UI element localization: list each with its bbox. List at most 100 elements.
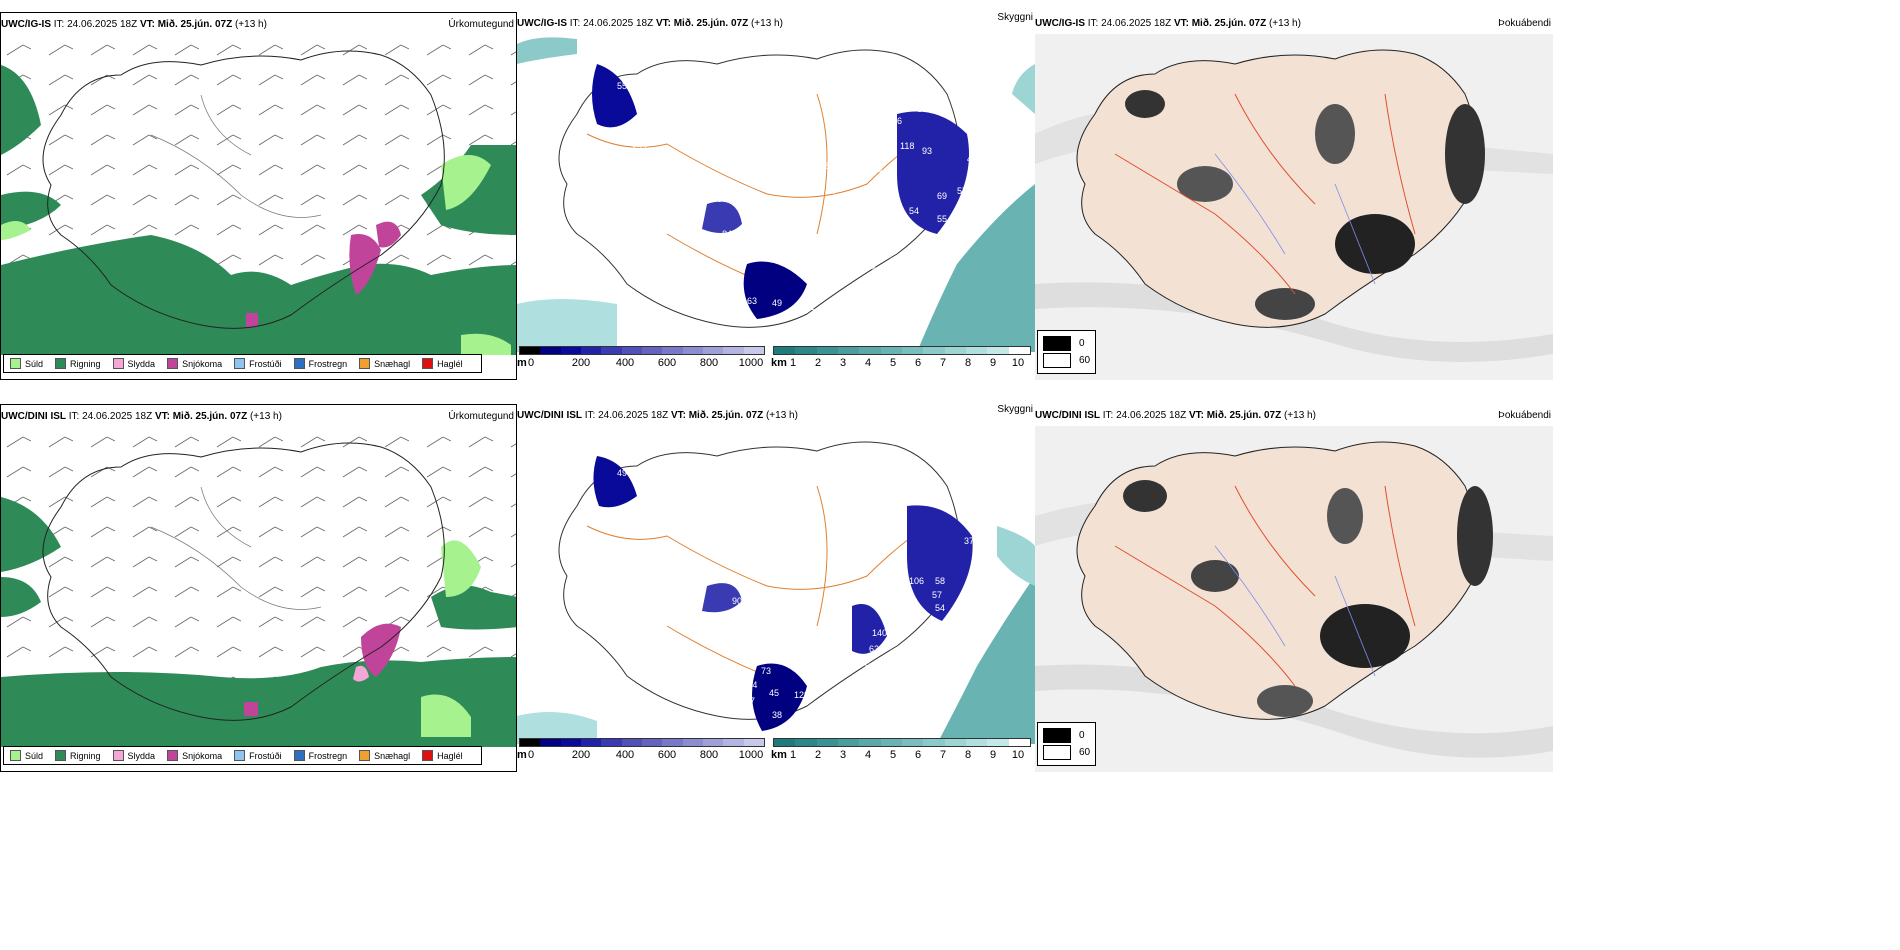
ceiling-value: 202 xyxy=(885,568,900,578)
iceland-outline xyxy=(42,50,445,329)
legend-swatch xyxy=(422,750,434,761)
drizzle-area xyxy=(461,333,511,355)
drizzle-area xyxy=(441,540,481,597)
roads xyxy=(1114,93,1416,295)
legend-swatch xyxy=(112,358,124,369)
init-time: IT: 24.06.2025 18Z xyxy=(51,19,140,30)
colorbar-tick: 6 xyxy=(914,357,922,369)
panel-title: Þokuábendi xyxy=(1498,410,1551,421)
ceiling-value: 37 xyxy=(964,536,974,546)
ceiling-value: 87 xyxy=(872,266,882,276)
fog-low-area xyxy=(1257,685,1313,717)
ceiling-value: 71 xyxy=(852,546,862,556)
iceland-outline xyxy=(42,442,445,721)
ceiling-value: 77 xyxy=(827,186,837,196)
snow-area xyxy=(361,623,401,677)
colorbar-tick: 7 xyxy=(939,357,947,369)
low-visibility-area xyxy=(937,576,1035,744)
legend-label: 60 xyxy=(1079,355,1091,366)
colorbar-tick: 2 xyxy=(814,357,822,369)
ceiling-value: 57 xyxy=(932,590,942,600)
legend-item: Frostregn xyxy=(293,750,347,761)
panel-title: Skyggni xyxy=(997,404,1033,415)
fog-low-area xyxy=(1335,214,1415,274)
colorbar-ticks: km 1 2 3 4 5 6 7 8 9 10 xyxy=(771,357,1031,371)
colorbar-tick: 1 xyxy=(789,357,797,369)
panel-precip-type-dini: UWC/DINI ISL IT: 24.06.2025 18Z VT: Mið.… xyxy=(0,404,517,772)
visibility-colorbar: km 1 2 3 4 5 6 7 8 9 10 xyxy=(771,738,1031,766)
valid-time: VT: Mið. 25.jún. 07Z xyxy=(1188,410,1282,421)
legend-item: Frostregn xyxy=(293,358,347,369)
model-name: UWC/DINI ISL xyxy=(1,411,66,422)
ceiling-value: 84 xyxy=(835,226,845,236)
ceiling-value: 93 xyxy=(922,146,932,156)
ceiling-value: 29 xyxy=(645,198,655,208)
snow-area xyxy=(246,313,258,327)
legend-swatch xyxy=(234,750,246,761)
drizzle-area xyxy=(1,221,31,240)
colorbar-tick: 5 xyxy=(889,357,897,369)
ceiling-value: 63 xyxy=(869,644,879,654)
init-time: IT: 24.06.2025 18Z xyxy=(66,411,155,422)
fog-low-area xyxy=(1445,104,1485,204)
ceiling-value: 33 xyxy=(629,451,639,461)
ceiling-value: 58 xyxy=(667,111,677,121)
precip-map xyxy=(1,427,516,747)
panel-header: UWC/IG-IS IT: 24.06.2025 18Z VT: Mið. 25… xyxy=(1,19,516,33)
ceiling-value: 79 xyxy=(855,568,865,578)
model-name: UWC/IG-IS xyxy=(517,18,567,29)
colorbar-tick: 8 xyxy=(964,749,972,761)
visibility-map: 57 55 39 58 104 137 107 107 136 84 84 75… xyxy=(517,37,1035,352)
ceiling-value: 49 xyxy=(617,468,627,478)
colorbar-tick: 800 xyxy=(699,357,719,369)
ceiling-value: 72 xyxy=(677,581,687,591)
ceiling-value: 55 xyxy=(937,214,947,224)
low-visibility-area xyxy=(997,526,1035,586)
fog-low-area xyxy=(1125,90,1165,118)
colorbar-tick: 0 xyxy=(527,749,535,761)
model-name: UWC/IG-IS xyxy=(1,19,51,30)
ceiling-value: 38 xyxy=(772,710,782,720)
ceiling-value: 54 xyxy=(909,206,919,216)
legend-item: Súld xyxy=(10,358,43,369)
rivers xyxy=(1214,153,1376,285)
legend-swatch xyxy=(1043,728,1071,743)
valid-time: VT: Mið. 25.jún. 07Z xyxy=(655,18,749,29)
ceiling-value: 104 xyxy=(607,131,622,141)
ceiling-value: 55 xyxy=(722,613,732,623)
colorbar-unit: m xyxy=(517,749,527,761)
ceiling-value: 44 xyxy=(813,274,823,284)
legend-swatch xyxy=(55,750,67,761)
legend-item: Snæhagl xyxy=(359,358,410,369)
valid-time: VT: Mið. 25.jún. 07Z xyxy=(1173,18,1267,29)
valid-time: VT: Mið. 25.jún. 07Z xyxy=(139,19,233,30)
rain-area xyxy=(1,577,41,617)
ceiling-value: 39 xyxy=(642,81,652,91)
lead-time: (+13 h) xyxy=(763,410,798,421)
ceiling-value: 107 xyxy=(657,188,672,198)
ceiling-value: 34 xyxy=(645,476,655,486)
colorbar-tick: 1000 xyxy=(738,357,764,369)
colorbar-unit: km xyxy=(771,749,787,761)
legend-swatch xyxy=(167,358,179,369)
colorbar-scale xyxy=(773,346,1031,355)
precip-legend: Súld Rigning Slydda Snjókoma Frostúði Fr… xyxy=(3,746,482,765)
ceiling-value: 107 xyxy=(687,201,702,211)
legend-label: Slydda xyxy=(127,358,156,369)
ceiling-value: 50 xyxy=(865,661,875,671)
fog-low-area xyxy=(1457,486,1493,586)
ceiling-value: 63 xyxy=(747,296,757,306)
rain-area xyxy=(1,235,516,355)
colorbar-tick: 3 xyxy=(839,357,847,369)
roads xyxy=(1114,485,1416,687)
fog-low-area xyxy=(1191,560,1239,592)
legend-item: Súld xyxy=(10,750,43,761)
ceiling-value: 77 xyxy=(957,513,967,523)
ceiling-value: 67 xyxy=(917,104,927,114)
rain-area xyxy=(1,657,516,747)
ceiling-value: 128 xyxy=(794,690,809,700)
colorbar-tick: 10 xyxy=(1011,749,1025,761)
ceiling-area xyxy=(743,261,807,319)
legend-label: Slydda xyxy=(127,750,156,761)
panel-header: UWC/DINI ISL IT: 24.06.2025 18Z VT: Mið.… xyxy=(1035,410,1553,424)
